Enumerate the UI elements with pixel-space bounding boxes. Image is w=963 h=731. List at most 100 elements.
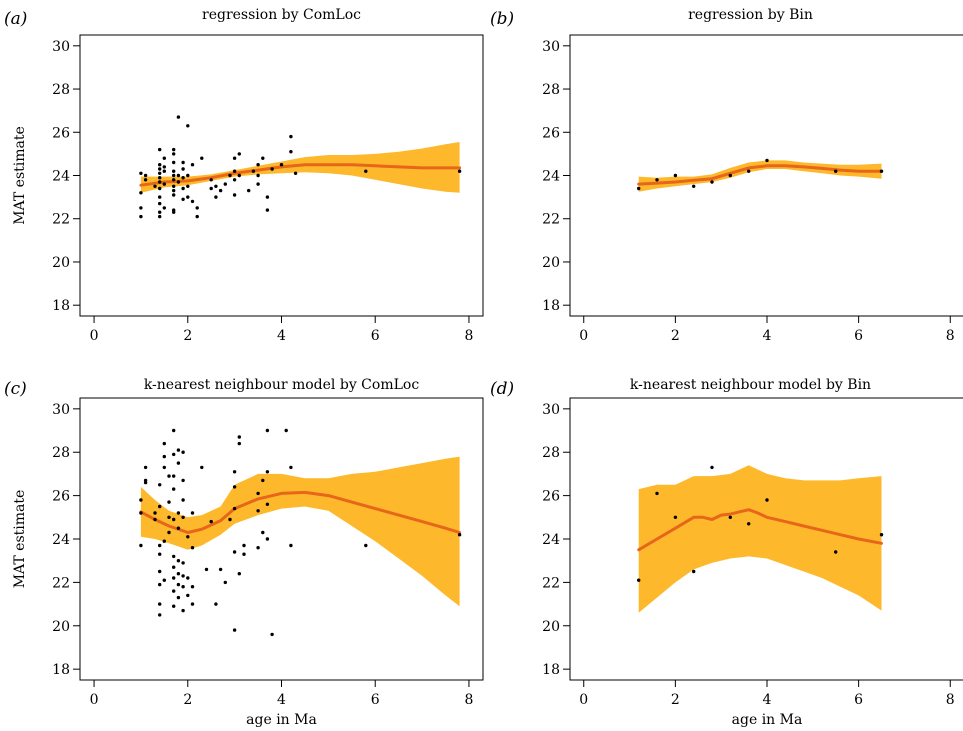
data-point	[190, 585, 195, 589]
chart-title: regression by ComLoc	[202, 7, 361, 23]
data-point	[673, 173, 678, 178]
data-point	[190, 163, 195, 167]
x-tick-label: 2	[671, 692, 680, 708]
data-point	[176, 582, 181, 587]
panel-label: (a)	[4, 9, 27, 29]
data-point	[172, 178, 176, 182]
y-tick-label: 28	[52, 82, 70, 98]
data-point	[214, 195, 218, 199]
data-point	[186, 184, 190, 188]
data-point	[232, 178, 237, 182]
x-tick-label: 0	[90, 692, 99, 708]
y-tick-label: 18	[542, 662, 560, 678]
data-point	[186, 124, 190, 128]
data-point	[172, 452, 176, 457]
data-point	[765, 498, 769, 502]
data-point	[364, 543, 368, 548]
data-point	[181, 167, 185, 171]
data-point	[162, 165, 166, 169]
x-tick-label: 6	[854, 692, 863, 708]
y-tick-label: 20	[52, 255, 70, 271]
confidence-band	[140, 456, 460, 607]
data-point	[228, 173, 232, 178]
confidence-band	[638, 465, 882, 613]
data-point	[289, 150, 293, 154]
data-point	[172, 604, 176, 608]
data-point	[162, 169, 166, 173]
data-point	[162, 441, 166, 446]
data-point	[237, 173, 241, 178]
data-point	[181, 160, 185, 165]
data-point	[364, 169, 368, 173]
data-point	[181, 450, 185, 454]
data-point	[181, 608, 185, 613]
y-tick-label: 20	[52, 619, 70, 635]
data-point	[172, 474, 176, 478]
data-point	[747, 169, 751, 173]
y-tick-label: 22	[542, 575, 560, 591]
data-point	[176, 180, 181, 184]
data-point	[158, 147, 162, 152]
data-point	[232, 470, 237, 474]
data-point	[143, 173, 148, 178]
data-point	[186, 195, 190, 199]
x-tick-label: 0	[579, 328, 588, 344]
data-point	[172, 565, 176, 569]
y-axis-label: MAT estimate	[12, 490, 28, 589]
data-point	[673, 515, 678, 519]
data-point	[637, 186, 641, 191]
data-point	[265, 428, 270, 433]
data-point	[153, 517, 157, 522]
data-point	[158, 167, 162, 171]
data-point	[190, 511, 195, 515]
data-point	[167, 530, 171, 535]
data-point	[228, 517, 232, 522]
data-point	[162, 578, 166, 582]
data-point	[172, 160, 176, 165]
data-point	[209, 519, 213, 524]
data-point	[265, 470, 270, 474]
data-point	[139, 214, 143, 219]
data-point	[143, 480, 148, 485]
data-point	[186, 593, 190, 598]
x-tick-label: 4	[277, 328, 286, 344]
data-point	[172, 589, 176, 593]
y-tick-label: 28	[52, 445, 70, 461]
fitted-line	[139, 163, 462, 187]
data-point	[176, 448, 181, 452]
data-point	[158, 214, 162, 219]
x-tick-label: 4	[277, 692, 286, 708]
x-tick-label: 2	[183, 692, 192, 708]
data-point	[692, 569, 696, 574]
data-point	[223, 182, 227, 186]
data-point	[176, 511, 181, 515]
panel-label: (d)	[490, 379, 514, 399]
data-point	[256, 173, 260, 178]
data-point	[289, 134, 293, 139]
data-point	[637, 578, 641, 582]
data-point	[162, 465, 166, 470]
data-point	[256, 182, 260, 186]
data-point	[172, 554, 176, 559]
y-tick-label: 30	[542, 39, 560, 55]
data-point	[167, 515, 171, 519]
x-tick-label: 6	[854, 328, 863, 344]
data-point	[158, 552, 162, 556]
data-point	[256, 163, 260, 167]
x-axis-label: age in Ma	[246, 712, 317, 728]
data-point	[158, 504, 162, 509]
data-point	[879, 169, 884, 173]
data-point	[265, 537, 270, 541]
y-tick-label: 26	[52, 125, 70, 141]
data-point	[195, 214, 199, 219]
data-point	[209, 186, 213, 191]
data-point	[218, 567, 223, 572]
y-tick-label: 28	[542, 445, 560, 461]
chart-title: regression by Bin	[688, 7, 813, 23]
data-point	[209, 178, 213, 182]
data-point	[747, 522, 751, 526]
data-point	[139, 206, 143, 210]
chart-title: k-nearest neighbour model by Bin	[630, 377, 871, 393]
data-point	[655, 178, 659, 182]
